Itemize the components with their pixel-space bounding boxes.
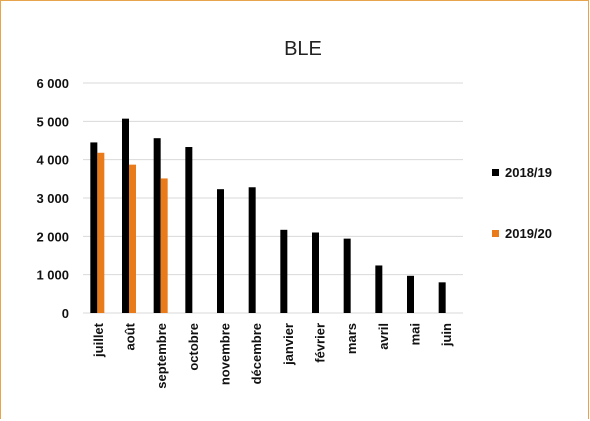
y-axis-ticks: 0 1 000 2 000 3 000 4 000 5 000 6 000	[36, 76, 69, 321]
x-tick-label: septembre	[154, 323, 169, 389]
bar-2018-19-mars	[343, 238, 351, 313]
bar-2018-19-août	[122, 118, 129, 314]
x-tick-label: décembre	[249, 323, 264, 384]
x-tick-label: juin	[439, 323, 454, 347]
y-tick-label: 1 000	[36, 268, 69, 283]
legend: 2018/19 2019/20	[492, 165, 552, 241]
bar-2018-19-octobre	[185, 147, 193, 313]
legend-label: 2019/20	[505, 226, 552, 241]
x-tick-label: juillet	[91, 322, 106, 358]
chart-title: BLE	[284, 38, 322, 60]
x-tick-label: mai	[408, 323, 423, 345]
bar-2019-20-juillet	[97, 152, 105, 313]
bar-2019-20-septembre	[160, 178, 168, 313]
bar-2018-19-décembre	[248, 187, 256, 313]
x-tick-label: janvier	[281, 323, 296, 366]
bar-2018-19-novembre	[217, 189, 224, 313]
bars	[90, 118, 446, 314]
bar-2018-19-février	[312, 232, 319, 313]
x-tick-label: août	[123, 322, 138, 350]
legend-swatch	[492, 230, 499, 237]
y-tick-label: 0	[62, 306, 69, 321]
bar-2019-20-août	[129, 164, 136, 313]
y-tick-label: 3 000	[36, 191, 69, 206]
x-axis-ticks: juillet août septembre octobre novembre décem…	[91, 322, 454, 388]
y-tick-label: 2 000	[36, 229, 69, 244]
gridlines	[83, 82, 463, 314]
x-tick-label: novembre	[218, 323, 233, 385]
legend-label: 2018/19	[505, 165, 552, 180]
x-tick-label: mars	[344, 323, 359, 354]
x-tick-label: octobre	[186, 323, 201, 371]
bar-2018-19-juin	[438, 282, 446, 313]
bar-2018-19-mai	[407, 275, 414, 313]
bar-2018-19-juillet	[90, 142, 98, 313]
y-tick-label: 4 000	[36, 153, 69, 168]
legend-swatch	[492, 169, 499, 176]
bar-2018-19-septembre	[153, 138, 161, 313]
x-tick-label: février	[313, 323, 328, 363]
bar-2018-19-avril	[375, 265, 383, 313]
bar-2018-19-janvier	[280, 229, 288, 313]
y-tick-label: 5 000	[36, 114, 69, 129]
y-tick-label: 6 000	[36, 76, 69, 91]
x-tick-label: avril	[376, 323, 391, 350]
